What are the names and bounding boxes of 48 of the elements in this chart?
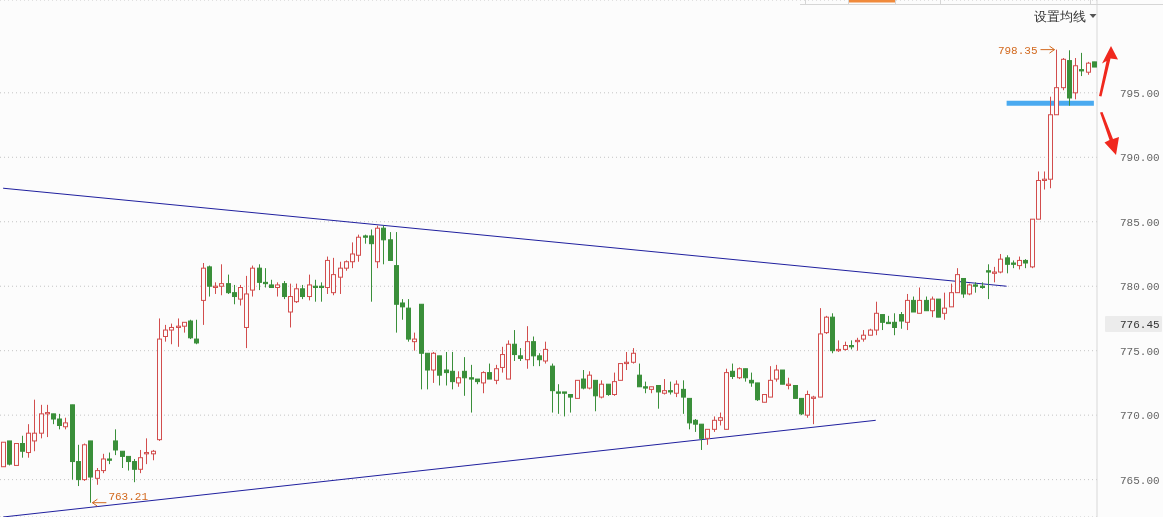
y-tick-label: 785.00	[1120, 216, 1160, 229]
candlestick	[568, 394, 573, 414]
candlestick	[593, 379, 598, 412]
candlestick	[905, 293, 910, 331]
annotation: 798.35	[997, 44, 1038, 57]
candlestick	[481, 370, 486, 394]
candlestick	[930, 296, 935, 318]
candlestick	[381, 225, 386, 265]
y-tick-label: 780.00	[1120, 281, 1160, 294]
candlestick	[14, 443, 19, 466]
candlestick	[20, 435, 25, 459]
candlestick	[7, 440, 12, 466]
candlestick	[936, 298, 941, 318]
candlestick	[525, 325, 530, 370]
candlestick	[437, 355, 442, 386]
candlestick	[144, 437, 149, 465]
candlestick	[250, 265, 255, 298]
candlestick	[462, 356, 467, 397]
candlestick	[942, 292, 947, 321]
candlestick	[412, 332, 417, 352]
candlestick	[681, 379, 686, 415]
candlestick	[543, 341, 548, 365]
candlestick	[512, 329, 517, 362]
candlestick	[307, 274, 312, 301]
candlestick	[388, 231, 393, 261]
candlestick	[656, 384, 661, 410]
candlestick	[612, 372, 617, 397]
candlestick	[494, 364, 499, 385]
candlestick	[113, 428, 118, 456]
candlestick	[194, 319, 199, 345]
candlestick	[575, 379, 580, 399]
candlestick	[1079, 52, 1084, 77]
candlestick	[917, 287, 922, 314]
y-tick-label: 795.00	[1120, 87, 1160, 100]
candlestick	[824, 315, 829, 335]
annotation: 763.21	[108, 490, 149, 503]
candlestick	[986, 263, 991, 300]
candlestick	[431, 351, 436, 384]
y-tick-label: 765.00	[1120, 474, 1160, 487]
annotation: 设置均线	[1034, 9, 1086, 24]
y-tick-label: 770.00	[1120, 410, 1160, 423]
candlestick	[207, 265, 212, 298]
candlestick	[961, 277, 966, 299]
price-tag: 776.45	[1105, 316, 1162, 332]
candlestick	[138, 449, 143, 474]
y-tick-label: 775.00	[1120, 345, 1160, 358]
y-tick-label: 790.00	[1120, 152, 1160, 165]
candlestick	[282, 280, 287, 300]
